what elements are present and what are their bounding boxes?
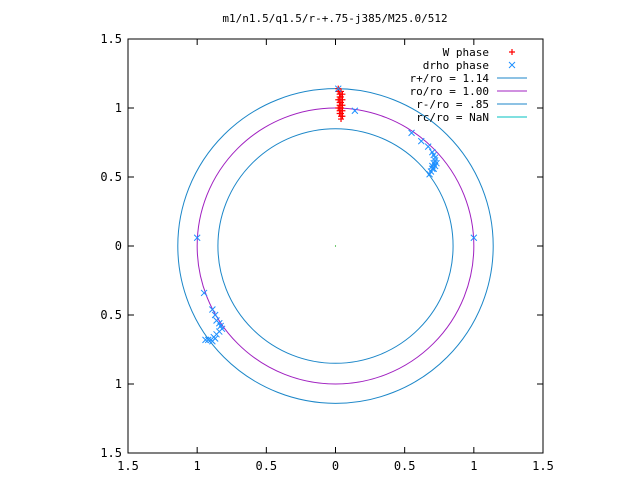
drho-phase-point xyxy=(424,143,432,150)
y-tick-label: 1 xyxy=(115,101,122,115)
drho-phase-point xyxy=(202,336,209,344)
drho-phase-point xyxy=(470,234,478,242)
x-tick-label: 0.5 xyxy=(255,459,277,473)
w-phase-point xyxy=(338,93,345,100)
legend-label: drho phase xyxy=(423,59,489,72)
legend-label: r+/ro = 1.14 xyxy=(410,72,490,85)
legend-label: W phase xyxy=(443,46,489,59)
x-tick-label: 0 xyxy=(332,459,339,473)
drho-phase-point xyxy=(209,306,216,313)
w-phase-point xyxy=(339,107,346,114)
origin-marker xyxy=(334,245,337,247)
y-tick-label: 0 xyxy=(115,239,122,253)
radius-circle xyxy=(217,128,454,364)
drho-phase-point xyxy=(204,336,212,344)
y-tick-label: 1.5 xyxy=(100,446,122,460)
y-tick-label: 1 xyxy=(115,377,122,391)
y-tick-label: 0.5 xyxy=(100,170,122,184)
w-phase-point xyxy=(339,102,346,109)
legend-plus-symbol xyxy=(509,49,515,55)
y-tick-label: 1.5 xyxy=(100,32,122,46)
x-tick-label: 1 xyxy=(470,459,477,473)
drho-phase-point xyxy=(334,85,342,93)
x-tick-label: 1.5 xyxy=(117,459,139,473)
chart-title: m1/n1.5/q1.5/r-+.75-j385/M25.0/512 xyxy=(222,12,447,25)
w-phase-point xyxy=(338,105,345,111)
w-phase-point xyxy=(338,110,345,117)
drho-phase-point xyxy=(433,159,440,167)
y-tick-label: 0.5 xyxy=(100,308,122,322)
x-tick-label: 1 xyxy=(194,459,201,473)
w-phase-point xyxy=(338,99,345,106)
drho-phase-point xyxy=(200,289,208,297)
drho-phase-point xyxy=(211,311,219,319)
legend-label: ro/ro = 1.00 xyxy=(410,85,489,98)
w-phase-point xyxy=(338,116,345,123)
data-points xyxy=(193,85,478,345)
w-phase-point xyxy=(339,113,346,120)
w-phase-point xyxy=(339,96,346,103)
drho-phase-point xyxy=(426,170,433,178)
legend-cross-symbol xyxy=(508,61,516,69)
drho-phase-point xyxy=(417,137,425,145)
drho-phase-point xyxy=(408,129,415,137)
legend-label: r-/ro = .85 xyxy=(416,98,489,111)
x-tick-label: 0.5 xyxy=(394,459,416,473)
drho-phase-point xyxy=(351,107,359,115)
axis-ticks: 1.5 1 0.5 0 0.5 1 1.51.510.500.511.5 xyxy=(100,32,554,473)
drho-phase-point xyxy=(431,154,439,162)
legend-label: rc/ro = NaN xyxy=(416,111,489,124)
w-phase-point xyxy=(339,91,346,98)
x-tick-label: 1.5 xyxy=(532,459,554,473)
drho-phase-point xyxy=(193,234,201,242)
drho-phase-point xyxy=(209,337,216,345)
